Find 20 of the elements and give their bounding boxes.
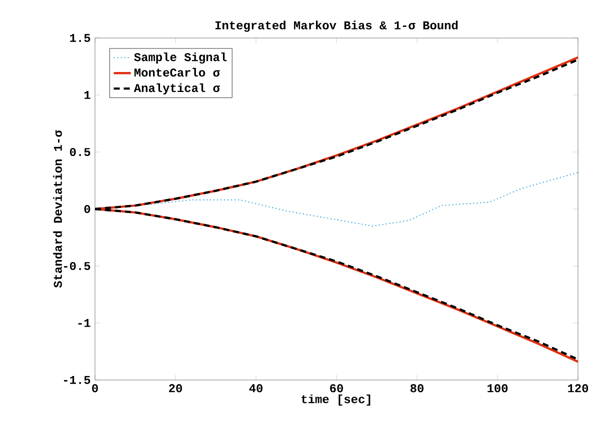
y-tick-label: 1 — [84, 91, 90, 99]
x-tick-label: 60 — [330, 384, 343, 392]
x-axis-title: time [sec] — [302, 394, 370, 406]
legend-label: MonteCarlo σ — [134, 68, 220, 77]
x-tick-label: 0 — [92, 384, 98, 392]
chart-title: Integrated Markov Bias & 1-σ Bound — [215, 20, 458, 32]
y-tick-label: -0.5 — [64, 262, 90, 270]
x-tick-label: 20 — [169, 384, 182, 392]
y-tick-label: 0.5 — [70, 148, 90, 156]
x-tick-label: 40 — [249, 384, 262, 392]
x-tick-label: 100 — [488, 384, 508, 392]
legend-label: Analytical σ — [134, 83, 220, 94]
y-tick-label: 0 — [84, 204, 90, 214]
y-tick-label: -1.5 — [64, 376, 90, 384]
x-tick-label: 80 — [410, 384, 424, 392]
legend-label: Sample Signal — [134, 52, 227, 64]
x-tick-label: 120 — [568, 384, 588, 392]
y-axis-title: Standard Deviation 1-σ — [53, 130, 62, 288]
y-tick-label: 1.5 — [70, 34, 90, 42]
y-tick-label: -1 — [78, 319, 90, 327]
